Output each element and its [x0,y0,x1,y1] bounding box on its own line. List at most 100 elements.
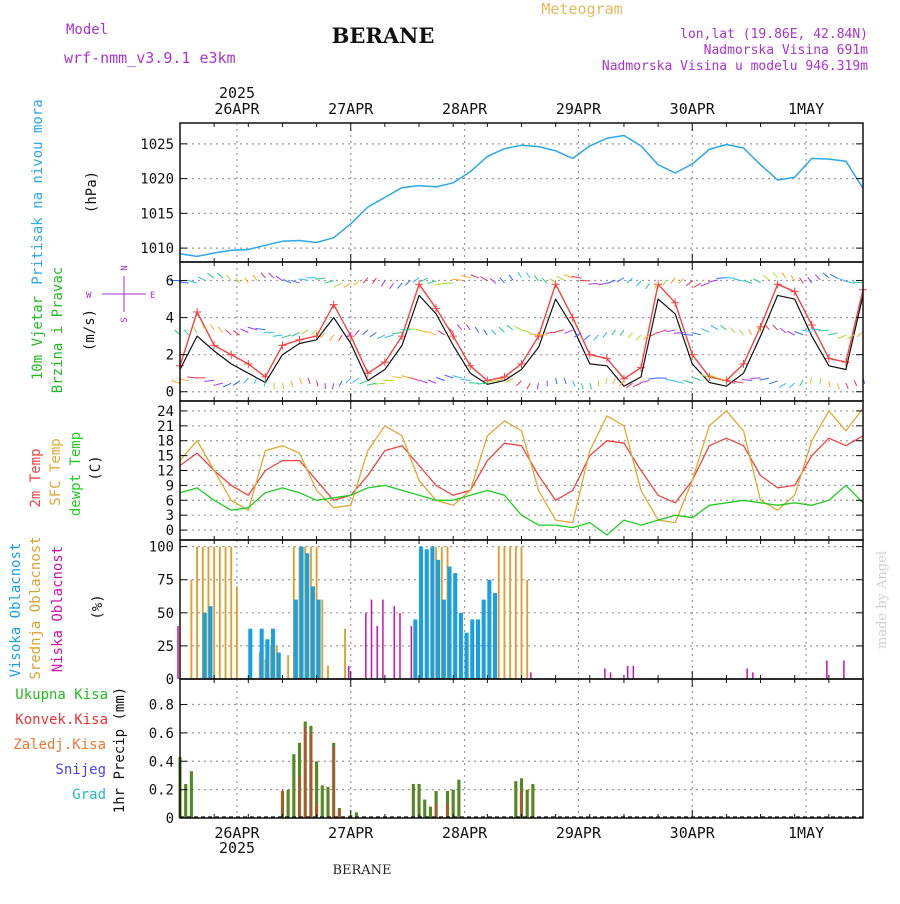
y-tick-label: 25 [157,639,174,655]
wind-direction-arrow [828,333,837,335]
wind-direction-arrow [837,383,839,389]
wind-direction-arrow [584,335,590,340]
cloud-bar [627,666,629,679]
wind-direction-arrow [344,283,351,287]
wind-speed-marker [278,341,286,349]
precip-bar [417,784,420,818]
wind-speed-marker [449,332,457,340]
wind-ylabel: (m/s) [82,309,98,351]
wind-title: 10m Vjetar [30,296,46,380]
wind-direction-arrow [686,281,692,286]
precip-bar [299,775,300,818]
wind-direction-arrow [509,275,513,281]
wind-direction-arrow [800,380,804,386]
wind-direction-arrow [187,377,197,378]
temp-title: 2m Temp [28,448,44,507]
cloud-bar [453,573,457,679]
cloud-bar [498,547,500,679]
cloud-bar [515,547,517,679]
wind-direction-arrow [572,276,582,278]
wind-direction-arrow [665,380,675,381]
cloud-bar [321,600,323,679]
wind-direction-arrow [291,381,293,387]
wind-direction-arrow [763,275,769,280]
wind-direction-arrow [753,279,760,283]
pressure-series-line [180,136,863,257]
wind-direction-arrow [227,275,231,280]
cloud-bar [487,580,491,679]
wind-direction-arrow [233,381,239,386]
precip-legend-total: Ukupna Kisa [15,687,108,703]
cloud-bar [746,668,748,679]
wind-direction-arrow [360,381,368,384]
wind-direction-arrow [398,283,402,288]
cloud-bar [248,629,252,679]
wind-direction-arrow [254,378,257,384]
wind-direction-arrow [830,274,837,278]
wind-direction-arrow [701,283,710,286]
wind-direction-arrow [590,383,591,389]
wind-direction-arrow [355,330,359,335]
wind-direction-arrow [730,328,735,333]
cloud-bar [482,600,486,679]
wind-direction-arrow [244,378,249,383]
cloud-bar [277,653,281,679]
y-tick-label: 1025 [140,137,174,153]
wind-direction-arrow [556,378,557,384]
grid-layer [180,123,863,818]
wind-direction-arrow [213,383,222,385]
wind-direction-arrow [427,281,436,284]
cloud-bar [236,586,238,679]
wind-direction-arrow [765,324,769,329]
wind-direction-arrow [588,283,598,284]
wind-direction-arrow [819,330,829,331]
wind-direction-arrow [208,273,215,277]
precip-bar [429,807,432,818]
wind-direction-arrow [292,332,300,336]
wind-direction-arrow [527,383,530,389]
wind-direction-arrow [261,273,265,278]
wind-direction-arrow [367,383,376,385]
wind-direction-arrow [492,330,496,335]
wind-direction-arrow [444,375,453,378]
model-name: wrf-nmm_v3.9.1 e3km [64,49,236,67]
wind-direction-arrow [734,381,744,383]
precip-bar [333,747,334,818]
wind-direction-arrow [499,327,504,332]
wind-direction-arrow [769,381,778,384]
compass-w: W [86,291,92,301]
cloud-bar [225,547,227,679]
wind-direction-arrow [671,278,675,283]
wind-speed-marker [791,288,799,296]
wind-direction-arrow [377,335,385,339]
wind-direction-arrow [573,381,575,387]
wind-direction-arrow [674,381,683,383]
wind-direction-arrow [787,331,794,335]
wind-direction-arrow [438,331,445,335]
wind-direction-arrow [557,276,564,280]
wind-direction-arrow [401,376,410,378]
precip-legend-frz: Zaledj.Kisa [13,737,106,753]
cloud-bar [526,580,528,679]
bottom-year-label: 2025 [219,839,255,857]
y-tick-label: 15 [157,449,174,465]
cloud-bar [271,629,275,679]
wind-direction-arrow [640,380,649,382]
temp-subtitle: SFC Temp [48,438,64,505]
wind-direction-arrow [565,330,573,333]
compass-e: E [150,291,155,301]
wind-direction-arrow [405,280,410,285]
temp-subtitle2: dewpt Temp [68,432,84,516]
y-tick-label: 100 [149,540,174,556]
wind-direction-arrow [838,335,846,338]
y-tick-label: 6 [166,493,174,509]
precip-bar [292,754,295,818]
precip-bar [326,787,329,818]
wind-direction-arrow [829,381,830,387]
wind-direction-arrow [370,332,377,337]
product-title: Meteogram [541,0,622,18]
y-tick-label: 75 [157,573,174,589]
pressure-ylabel: (hPa) [84,171,100,213]
wind-direction-arrow [716,278,726,279]
